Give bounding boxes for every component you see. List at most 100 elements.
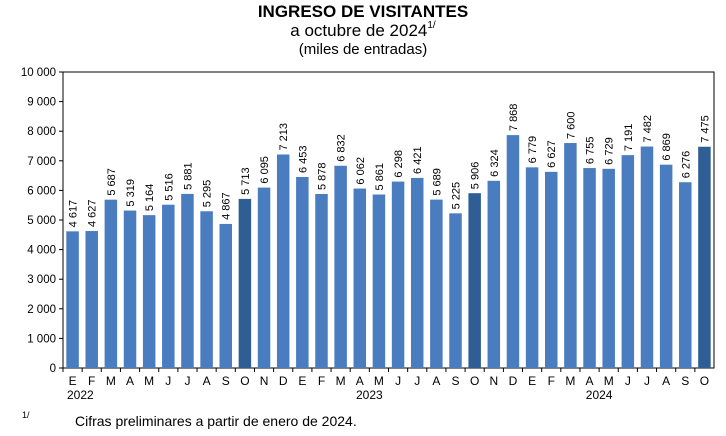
x-category-label: O xyxy=(240,374,249,388)
bar xyxy=(276,154,290,368)
bar-value-label: 4 627 xyxy=(87,200,99,228)
x-category-label: O xyxy=(700,374,709,388)
bar-value-label: 5 881 xyxy=(182,162,194,190)
bar-value-label: 7 868 xyxy=(508,104,520,132)
footnote-marker: 1/ xyxy=(22,410,30,420)
y-tick-label: 10 000 xyxy=(21,67,56,79)
bar xyxy=(104,199,118,368)
x-category-label: S xyxy=(681,374,689,388)
bar xyxy=(257,187,271,368)
bar xyxy=(334,165,347,368)
y-tick-label: 2 000 xyxy=(27,304,56,316)
x-category-label: F xyxy=(88,374,95,388)
bar-value-label: 5 689 xyxy=(431,168,443,196)
bar xyxy=(564,143,577,368)
bar-value-label: 5 861 xyxy=(374,163,386,191)
bar-value-label: 6 298 xyxy=(393,150,405,178)
subtitle-note-marker: 1/ xyxy=(427,20,436,31)
bar-value-label: 6 453 xyxy=(297,145,309,173)
bar-value-label: 6 627 xyxy=(546,140,558,168)
bar xyxy=(162,204,175,368)
bar-value-label: 4 617 xyxy=(68,200,80,228)
y-tick-label: 6 000 xyxy=(27,185,56,197)
bar-value-label: 6 755 xyxy=(585,137,597,165)
bar xyxy=(679,182,692,368)
bar-value-label: 7 482 xyxy=(642,115,654,143)
bar xyxy=(545,171,558,368)
bar-value-label: 5 164 xyxy=(144,184,156,212)
bar xyxy=(372,194,386,368)
x-category-label: M xyxy=(565,374,575,388)
bar xyxy=(602,168,615,368)
x-category-label: J xyxy=(165,374,171,388)
x-category-label: J xyxy=(414,374,420,388)
bar xyxy=(698,146,711,368)
x-category-label: O xyxy=(470,374,479,388)
y-tick-label: 3 000 xyxy=(27,274,56,286)
bar-value-label: 6 062 xyxy=(355,157,367,185)
y-tick-label: 4 000 xyxy=(27,245,56,257)
x-category-label: M xyxy=(374,374,384,388)
bar-value-label: 5 878 xyxy=(316,162,328,190)
bar-value-label: 6 276 xyxy=(680,151,692,179)
x-category-label: M xyxy=(106,374,116,388)
bar-value-label: 6 324 xyxy=(489,149,501,177)
bar xyxy=(85,231,98,368)
bar xyxy=(506,135,520,368)
x-category-label: A xyxy=(356,374,364,388)
bar-value-label: 5 687 xyxy=(106,168,118,196)
y-tick-label: 5 000 xyxy=(27,215,56,227)
plot-frame xyxy=(62,71,715,369)
chart-subtitle: a octubre de 20241/ xyxy=(0,20,726,41)
x-category-label: J xyxy=(395,374,401,388)
bar xyxy=(123,210,137,368)
bar-value-label: 4 867 xyxy=(221,192,233,220)
bar xyxy=(449,213,462,368)
chart-subtitle-text: a octubre de 2024 xyxy=(290,21,428,40)
bar xyxy=(391,181,405,368)
x-category-label: J xyxy=(625,374,631,388)
bar-value-label: 6 729 xyxy=(604,137,616,165)
x-category-label: J xyxy=(644,374,650,388)
x-category-label: M xyxy=(336,374,346,388)
x-category-label: M xyxy=(144,374,154,388)
bar-value-label: 5 713 xyxy=(240,167,252,195)
bar-value-label: 6 095 xyxy=(259,156,271,184)
x-category-label: A xyxy=(586,374,594,388)
chart-units: (miles de entradas) xyxy=(298,41,428,58)
bar xyxy=(66,231,79,368)
y-tick-label: 7 000 xyxy=(27,156,56,168)
x-category-label: F xyxy=(548,374,555,388)
bar-value-label: 6 421 xyxy=(412,146,424,174)
x-category-label: D xyxy=(509,374,518,388)
x-category-label: M xyxy=(604,374,614,388)
x-category-label: S xyxy=(222,374,230,388)
x-category-label: S xyxy=(452,374,460,388)
bar-value-label: 5 516 xyxy=(163,173,175,201)
bar xyxy=(315,194,328,368)
bar-value-label: 5 319 xyxy=(125,179,137,207)
y-tick-label: 1 000 xyxy=(27,333,56,345)
bar-value-label: 7 213 xyxy=(278,123,290,151)
bar xyxy=(430,199,443,368)
bar xyxy=(583,168,596,368)
x-category-label: N xyxy=(260,374,269,388)
x-category-label: E xyxy=(298,374,306,388)
bar xyxy=(238,198,252,368)
bar xyxy=(296,176,309,368)
y-tick-label: 0 xyxy=(50,363,56,375)
x-category-label: D xyxy=(279,374,288,388)
bar-value-label: 6 779 xyxy=(527,136,539,164)
bar xyxy=(200,211,213,368)
bar xyxy=(142,215,156,368)
bar-value-label: 5 225 xyxy=(451,182,463,210)
bar xyxy=(659,164,673,368)
bar xyxy=(525,167,539,368)
bar-value-label: 5 295 xyxy=(202,180,214,208)
x-category-label: A xyxy=(203,374,211,388)
bar xyxy=(640,146,654,368)
x-category-label: E xyxy=(528,374,536,388)
bar-value-label: 7 475 xyxy=(699,115,711,143)
bar xyxy=(181,193,194,368)
bar-value-label: 5 906 xyxy=(470,162,482,190)
